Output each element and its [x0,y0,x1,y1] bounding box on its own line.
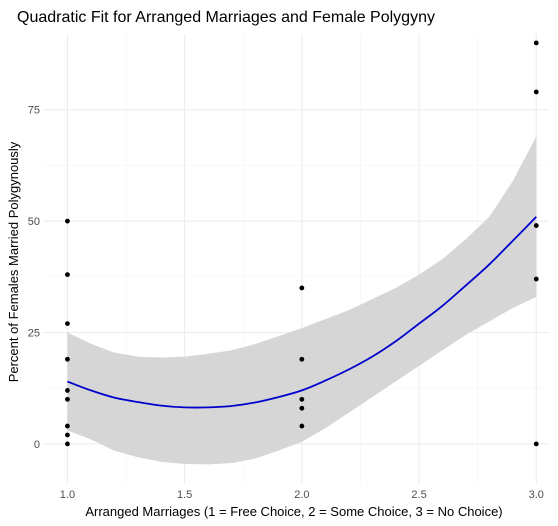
data-points [65,40,539,447]
y-tick-labels: 0 25 50 75 [28,105,40,451]
data-point [65,396,70,402]
data-point [299,423,305,429]
fit-line [67,216,537,409]
data-point [65,432,70,438]
confidence-ribbon [67,136,537,465]
x-tick-label: 1.5 [177,489,192,501]
data-point [533,223,539,228]
data-point [299,396,305,402]
x-tick-labels: 1.0 1.5 2.0 2.5 3.0 [60,489,544,501]
y-axis-label: Percent of Females Married Polygynously [6,141,21,382]
data-point [65,218,70,224]
x-axis-label: Arranged Marriages (1 = Free Choice, 2 =… [85,504,502,519]
chart-title: Quadratic Fit for Arranged Marriages and… [17,9,435,26]
data-point [533,276,539,282]
y-tick-label: 0 [34,439,40,451]
x-tick-label: 2.0 [294,489,309,501]
data-point [533,40,539,46]
data-point [299,285,305,291]
x-tick-label: 2.5 [411,489,426,501]
data-point [533,441,539,447]
y-tick-label: 50 [28,216,40,228]
data-point [299,356,305,362]
data-point [65,441,70,447]
data-point [65,356,70,362]
data-point [65,388,70,393]
y-tick-label: 75 [28,105,40,117]
data-point [299,405,305,411]
x-tick-label: 1.0 [60,489,75,501]
y-tick-label: 25 [28,328,40,340]
x-tick-label: 3.0 [529,489,544,501]
data-point [65,321,70,327]
data-point [65,272,70,277]
data-point [533,89,539,95]
data-point [65,423,70,429]
